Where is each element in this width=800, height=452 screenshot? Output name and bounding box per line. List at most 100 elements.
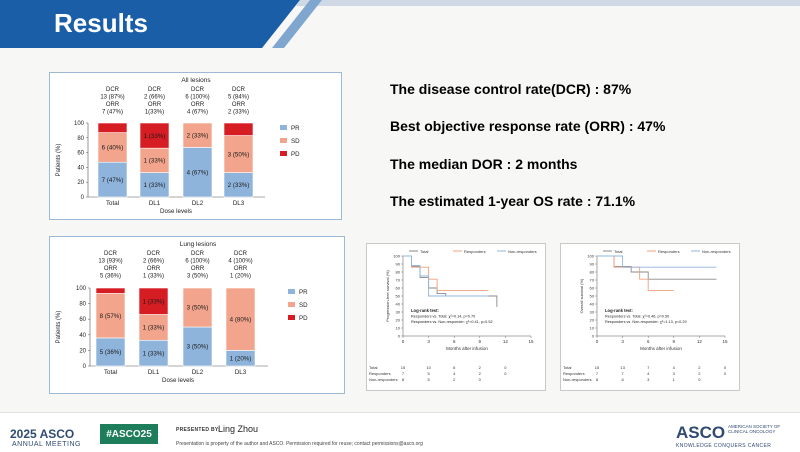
- y-tick-label: 60: [79, 317, 86, 323]
- y-tick-label: 40: [79, 333, 86, 339]
- x-tick-label: 9: [673, 339, 676, 344]
- bar-segment-pd: [223, 122, 254, 136]
- y-tick-label: 30: [590, 310, 595, 315]
- y-tick-label: 60: [77, 151, 84, 157]
- y-tick-label: 50: [396, 294, 401, 299]
- y-axis-label: Patients (%): [56, 311, 62, 344]
- column-header-text: 5 (84%): [228, 95, 249, 101]
- y-tick-label: 90: [590, 262, 595, 267]
- bar-data-label: 1 (33%): [143, 350, 165, 357]
- chart-title: All lesions: [181, 77, 211, 84]
- asco-society-label: AMERICAN SOCIETY OF CLINICAL ONCOLOGY: [728, 424, 781, 434]
- bar-segment-pr: [95, 337, 126, 367]
- risk-table-value: 15: [401, 365, 406, 370]
- bar-segment-sd: [223, 135, 254, 173]
- column-header-text: 6 (100%): [185, 259, 209, 265]
- risk-table-value: 0: [504, 371, 507, 376]
- column-header-text: 7 (47%): [102, 110, 123, 116]
- x-tick-label: 3: [621, 339, 624, 344]
- x-tick-label: 6: [647, 339, 650, 344]
- x-tick-label: Total: [106, 200, 119, 207]
- x-tick-label: 6: [453, 339, 456, 344]
- annotation-text: Responders vs. Non-responder: χ²=0.41, p…: [411, 320, 493, 324]
- x-tick-label: DL2: [192, 200, 204, 207]
- annotation-box: [409, 307, 513, 326]
- risk-table-label: Responders: [563, 371, 585, 376]
- column-header-text: DCR: [191, 251, 205, 257]
- risk-table-value: 7: [402, 371, 405, 376]
- legend-label: PD: [291, 151, 300, 158]
- risk-table-value: 8: [596, 377, 599, 382]
- bullet-text: The disease control rate(DCR) : 87%: [390, 80, 632, 97]
- os-km-chart: Total Responders Non-responders01020304050…: [563, 249, 731, 382]
- risk-table-value: 10: [426, 365, 431, 370]
- x-tick-label: DL3: [233, 200, 245, 207]
- y-tick-label: 40: [77, 165, 84, 171]
- x-tick-label: 3: [427, 339, 430, 344]
- bullet-text: The estimated 1-year OS rate : 71.1%: [390, 192, 636, 209]
- y-tick-label: 50: [590, 294, 595, 299]
- risk-table-label: Non-responders: [563, 377, 592, 382]
- risk-table-value: 2: [698, 371, 701, 376]
- header: Results: [0, 0, 800, 48]
- bar-segment-pr: [97, 161, 128, 198]
- risk-table-value: 3: [673, 371, 676, 376]
- legend-label: Total: [614, 249, 623, 254]
- x-tick-label: DL3: [235, 369, 247, 376]
- legend-label: Non-responders: [702, 249, 731, 254]
- legend-swatch-pd: [280, 151, 287, 156]
- y-tick-label: 10: [396, 326, 401, 331]
- y-tick-label: 0: [398, 334, 401, 339]
- bar-data-label: 4 (67%): [187, 169, 209, 176]
- bar-segment-pr: [182, 147, 213, 198]
- y-tick-label: 70: [396, 278, 401, 283]
- column-header-text: DCR: [106, 87, 120, 93]
- column-header-text: ORR: [147, 266, 161, 272]
- column-header-text: ORR: [232, 102, 246, 108]
- legend-label: Non-responders: [508, 249, 537, 254]
- risk-table-value: 2: [479, 365, 482, 370]
- x-tick-label: 9: [479, 339, 482, 344]
- legend-swatch-sd: [280, 138, 287, 143]
- column-header-text: 5 (36%): [100, 274, 121, 280]
- legend-swatch-pr: [280, 125, 287, 130]
- column-header-text: ORR: [191, 266, 205, 272]
- column-header-text: 1 (33%): [143, 274, 164, 280]
- annotation-text: Responders vs. Total: χ²=0.46, p=0.50: [605, 315, 669, 319]
- x-tick-label: 0: [402, 339, 405, 344]
- bar-data-label: 2 (33%): [228, 182, 250, 189]
- y-tick-label: 20: [590, 318, 595, 323]
- asco-tagline: KNOWLEDGE CONQUERS CANCER: [676, 443, 772, 449]
- risk-table-value: 4: [453, 371, 456, 376]
- risk-table-value: 0: [479, 377, 482, 382]
- risk-table-value: 7: [621, 371, 624, 376]
- column-header-text: ORR: [106, 102, 120, 108]
- bar-segment-sd: [139, 147, 170, 173]
- risk-table-value: 5: [427, 371, 430, 376]
- pfs-km-chart: Total Responders Non-responders01020304050…: [369, 249, 537, 382]
- asco-year-logo: 2025 ASCO: [10, 427, 75, 441]
- x-tick-label: 15: [722, 339, 728, 344]
- risk-table-value: 2: [479, 371, 482, 376]
- y-tick-label: 100: [393, 254, 400, 259]
- x-tick-label: Total: [104, 369, 117, 376]
- risk-table-value: 0: [504, 365, 507, 370]
- bar-data-label: 3 (50%): [228, 151, 250, 158]
- risk-table-value: 8: [402, 377, 405, 382]
- y-tick-label: 80: [79, 302, 86, 308]
- x-tick-label: 15: [528, 339, 534, 344]
- risk-table-label: Total: [369, 365, 378, 370]
- y-tick-label: 20: [77, 180, 84, 186]
- risk-table-label: Total: [563, 365, 572, 370]
- risk-table-value: 6: [453, 365, 456, 370]
- presenter-name: Ling Zhou: [218, 424, 259, 434]
- bar-data-label: 1 (33%): [143, 298, 165, 305]
- x-axis-label: Months after infusion: [446, 346, 488, 351]
- column-header-text: ORR: [234, 266, 248, 272]
- legend-label: PR: [291, 125, 300, 132]
- annotation-box: [603, 307, 707, 326]
- header-bar: [0, 0, 300, 48]
- y-tick-label: 0: [81, 195, 85, 201]
